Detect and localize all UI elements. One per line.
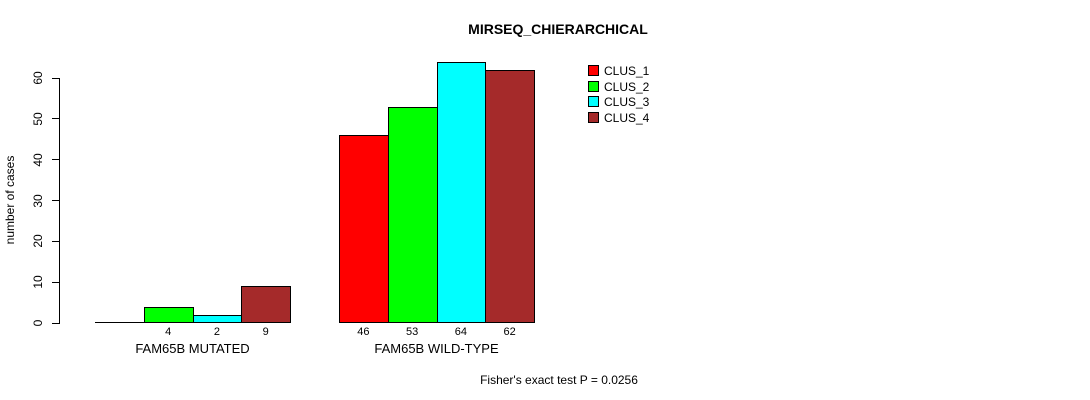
y-tick-label: 40 (31, 152, 45, 167)
bar-count-label: 46 (357, 326, 370, 338)
bar-clus_4-group1 (241, 286, 291, 323)
chart-title: MIRSEQ_CHIERARCHICAL (468, 21, 648, 37)
bar-count-label: 2 (213, 326, 220, 338)
legend-label-clus_1: CLUS_1 (604, 64, 650, 78)
y-tick-label: 0 (31, 319, 45, 327)
legend-swatch-clus_4 (588, 112, 599, 124)
bar-count-label: 9 (262, 326, 269, 338)
legend-label-clus_4: CLUS_4 (604, 111, 650, 126)
legend-swatch-clus_1 (588, 65, 599, 76)
legend-label-clus_3: CLUS_3 (604, 95, 650, 110)
bar-clus_1-group1 (95, 322, 145, 323)
bar-count-label: 53 (406, 326, 419, 338)
bar-clus_3-group1 (192, 314, 243, 323)
bar-clus_4-group2 (485, 69, 535, 323)
legend-label-clus_2: CLUS_2 (604, 79, 650, 94)
y-tick-label: 60 (31, 71, 45, 85)
bar-clus_2-group1 (143, 306, 194, 323)
y-tick-mark (52, 281, 59, 283)
legend-swatch-clus_2 (588, 80, 599, 92)
bar-count-label: 4 (165, 326, 172, 338)
y-tick-mark (52, 200, 59, 201)
bar-count-label: 64 (454, 326, 467, 338)
annotation-fishers-test: Fisher's exact test P = 0.0256 (480, 373, 638, 387)
bar-clus_2-group2 (387, 106, 438, 323)
y-tick-label: 50 (31, 112, 45, 126)
y-tick-label: 30 (31, 193, 45, 208)
y-axis-label: number of cases (3, 155, 17, 245)
legend-swatch-clus_3 (588, 96, 599, 108)
x-group-label: FAM65B WILD-TYPE (374, 341, 499, 356)
y-axis-line (59, 78, 60, 324)
y-tick-mark (52, 322, 59, 324)
y-tick-label: 20 (31, 234, 45, 249)
x-group-label: FAM65B MUTATED (135, 341, 250, 356)
y-tick-mark (52, 240, 59, 242)
y-tick-label: 10 (31, 275, 45, 289)
bar-count-label: 62 (503, 326, 516, 338)
bar-clus_1-group2 (339, 135, 389, 323)
y-tick-mark (52, 159, 59, 161)
bar-clus_3-group2 (436, 61, 487, 323)
y-tick-mark (52, 118, 59, 120)
y-tick-mark (52, 77, 59, 79)
